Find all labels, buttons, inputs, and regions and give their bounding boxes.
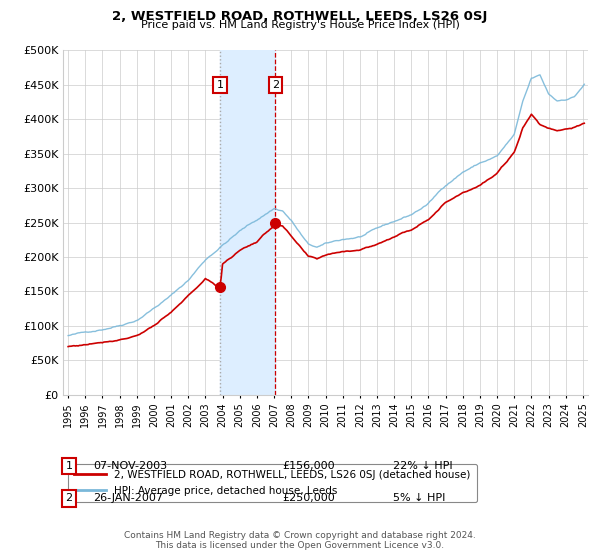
- Text: 1: 1: [217, 80, 224, 90]
- Text: 07-NOV-2003: 07-NOV-2003: [93, 461, 167, 471]
- Text: 26-JAN-2007: 26-JAN-2007: [93, 493, 163, 503]
- Text: 2: 2: [272, 80, 279, 90]
- Text: 2: 2: [65, 493, 73, 503]
- Text: 22% ↓ HPI: 22% ↓ HPI: [393, 461, 452, 471]
- Legend: 2, WESTFIELD ROAD, ROTHWELL, LEEDS, LS26 0SJ (detached house), HPI: Average pric: 2, WESTFIELD ROAD, ROTHWELL, LEEDS, LS26…: [68, 464, 476, 502]
- Text: £250,000: £250,000: [282, 493, 335, 503]
- Bar: [220, 50, 275, 395]
- Text: Price paid vs. HM Land Registry's House Price Index (HPI): Price paid vs. HM Land Registry's House …: [140, 20, 460, 30]
- Text: Contains HM Land Registry data © Crown copyright and database right 2024.
This d: Contains HM Land Registry data © Crown c…: [124, 530, 476, 550]
- Text: 2, WESTFIELD ROAD, ROTHWELL, LEEDS, LS26 0SJ: 2, WESTFIELD ROAD, ROTHWELL, LEEDS, LS26…: [112, 10, 488, 23]
- Text: 1: 1: [65, 461, 73, 471]
- Text: £156,000: £156,000: [282, 461, 335, 471]
- Text: 5% ↓ HPI: 5% ↓ HPI: [393, 493, 445, 503]
